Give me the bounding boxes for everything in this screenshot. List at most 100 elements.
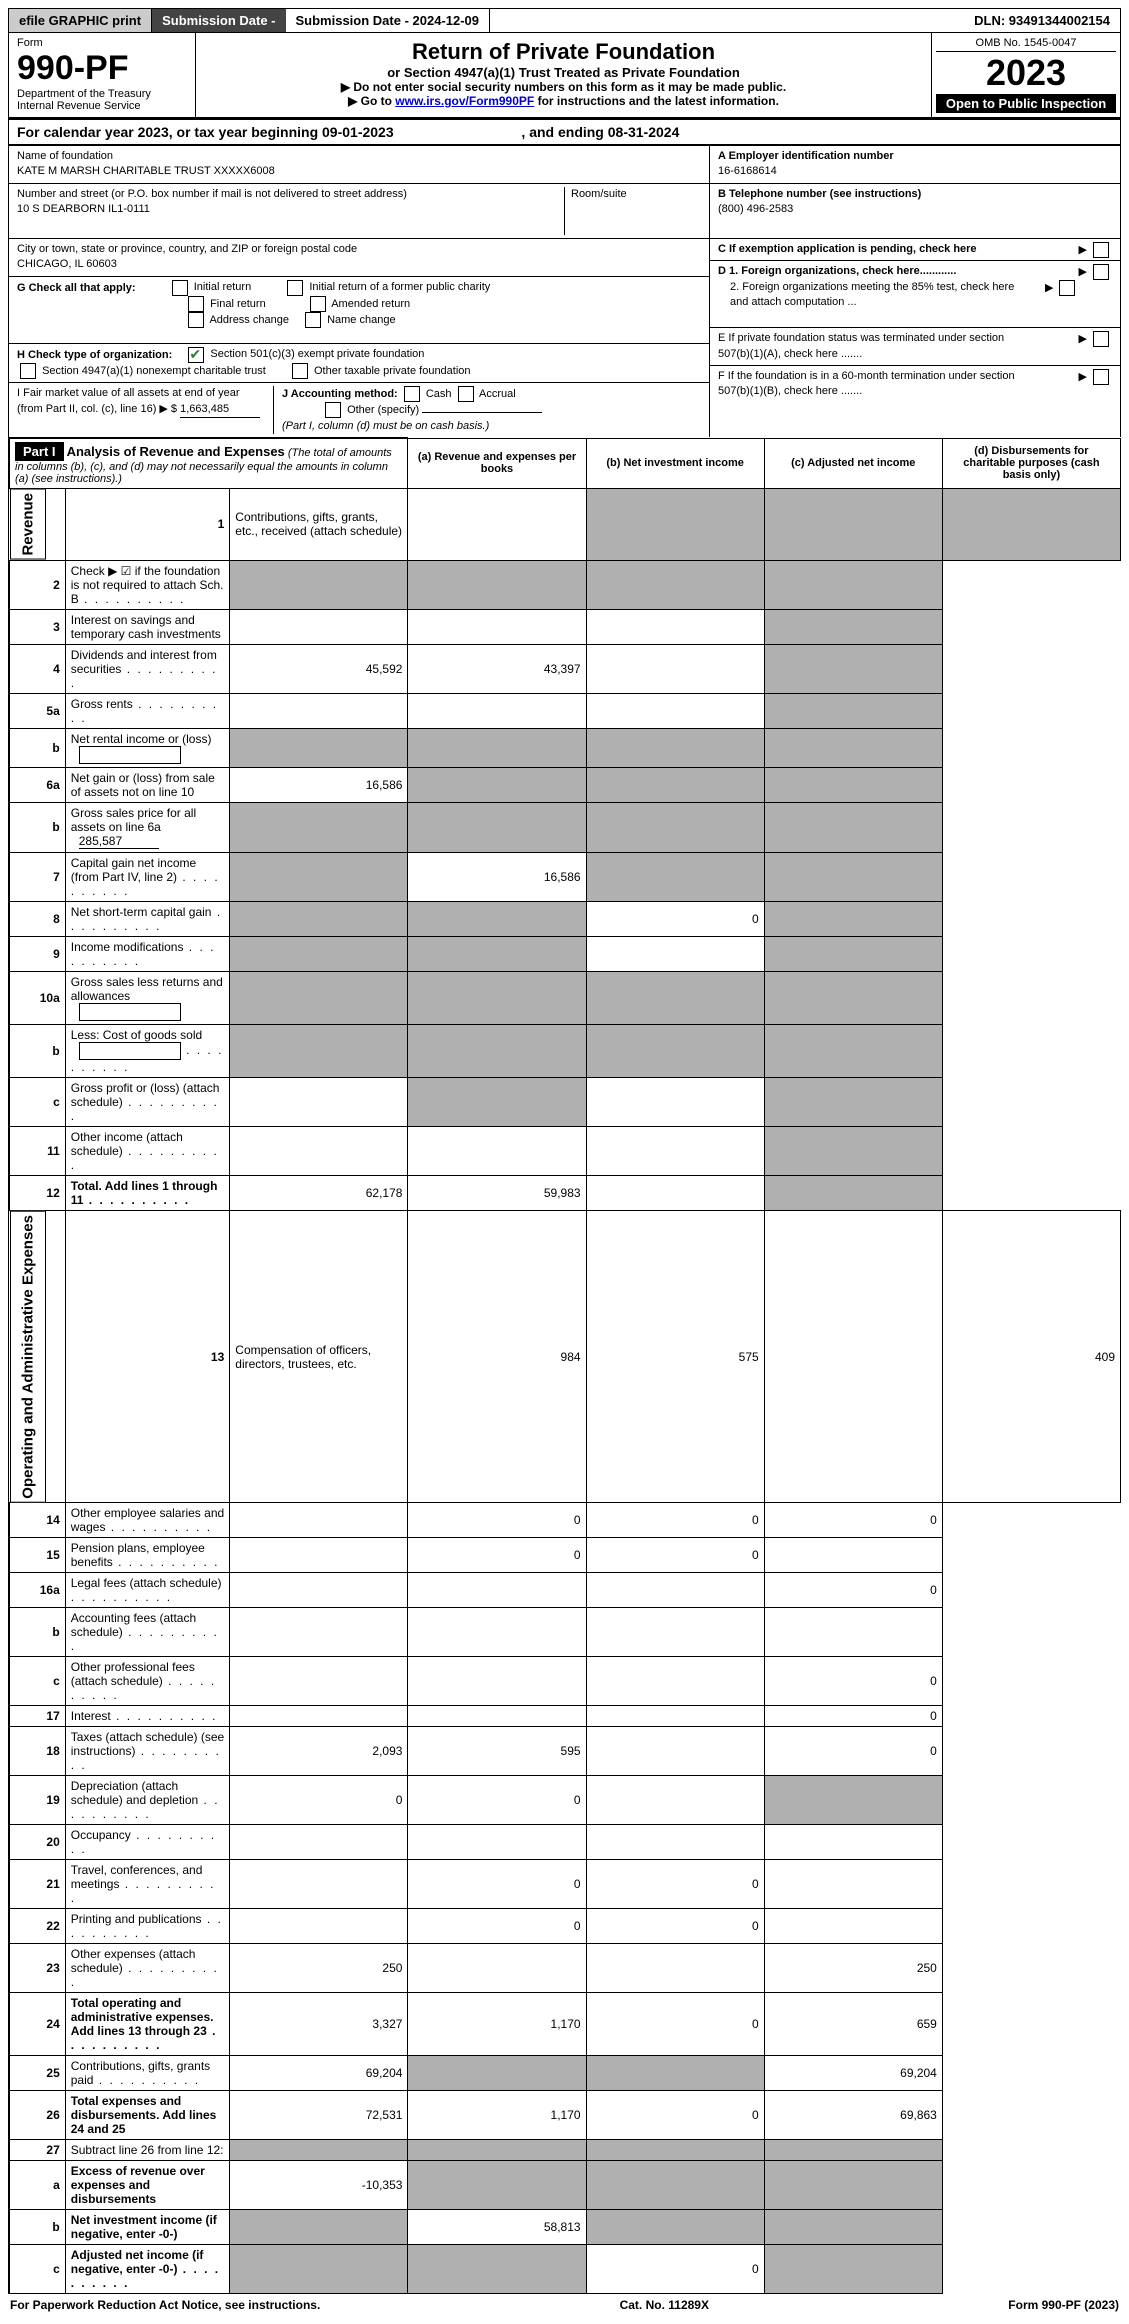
h-opt1: Section 501(c)(3) exempt private foundat… bbox=[210, 348, 424, 360]
cell-col-b bbox=[408, 2140, 586, 2161]
cell-col-a bbox=[408, 489, 586, 561]
instr2-pre: ▶ Go to bbox=[348, 94, 395, 108]
table-row: 10aGross sales less returns and allowanc… bbox=[10, 971, 1121, 1024]
accrual-checkbox[interactable] bbox=[458, 386, 474, 402]
entity-info-grid: Name of foundation KATE M MARSH CHARITAB… bbox=[8, 146, 1121, 437]
final-return-checkbox[interactable] bbox=[188, 296, 204, 312]
exemption-pending-checkbox[interactable] bbox=[1093, 242, 1109, 258]
leader-dots bbox=[71, 2024, 218, 2052]
instr-link[interactable]: www.irs.gov/Form990PF bbox=[395, 94, 534, 108]
col-a-header: (a) Revenue and expenses per books bbox=[408, 438, 586, 489]
foundation-name-cell: Name of foundation KATE M MARSH CHARITAB… bbox=[9, 146, 709, 184]
box-f-cell: F If the foundation is in a 60-month ter… bbox=[710, 366, 1120, 403]
status-terminated-checkbox[interactable] bbox=[1093, 331, 1109, 347]
cell-col-b bbox=[586, 489, 764, 561]
g-label: G Check all that apply: bbox=[17, 281, 136, 293]
initial-return-checkbox[interactable] bbox=[172, 280, 188, 296]
cell-col-b: 0 bbox=[408, 1909, 586, 1944]
other-taxable-checkbox[interactable] bbox=[292, 363, 308, 379]
address-change-checkbox[interactable] bbox=[188, 312, 204, 328]
cell-col-d bbox=[764, 560, 942, 609]
cell-col-d bbox=[764, 1860, 942, 1909]
cell-col-b: 0 bbox=[408, 1503, 586, 1538]
leader-dots bbox=[71, 1674, 216, 1702]
g-item-1: Initial return of a former public charit… bbox=[309, 281, 490, 293]
phone-cell: B Telephone number (see instructions) (8… bbox=[710, 184, 1120, 239]
inline-input-box[interactable] bbox=[79, 1003, 181, 1021]
cell-col-c bbox=[764, 489, 942, 561]
other-method-checkbox[interactable] bbox=[325, 402, 341, 418]
cell-col-a bbox=[230, 1024, 408, 1077]
cell-col-d: 250 bbox=[764, 1944, 942, 1993]
table-row: 9Income modifications bbox=[10, 936, 1121, 971]
cell-col-c bbox=[586, 1657, 764, 1706]
line-description: Gross sales price for all assets on line… bbox=[65, 802, 230, 852]
col-c-header: (c) Adjusted net income bbox=[764, 438, 942, 489]
line-description: Total. Add lines 1 through 11 bbox=[65, 1175, 230, 1210]
line-description: Other expenses (attach schedule) bbox=[65, 1944, 230, 1993]
60-month-checkbox[interactable] bbox=[1093, 369, 1109, 385]
amended-return-checkbox[interactable] bbox=[310, 296, 326, 312]
cell-col-b bbox=[408, 1944, 586, 1993]
cell-col-d: 0 bbox=[764, 1706, 942, 1727]
cash-checkbox[interactable] bbox=[404, 386, 420, 402]
line-description: Other professional fees (attach schedule… bbox=[65, 1657, 230, 1706]
year-block: OMB No. 1545-0047 2023 Open to Public In… bbox=[931, 33, 1120, 117]
leader-dots bbox=[71, 697, 218, 725]
cell-col-d bbox=[764, 1825, 942, 1860]
cell-col-c bbox=[586, 1573, 764, 1608]
cell-col-b: 0 bbox=[408, 1860, 586, 1909]
leader-dots bbox=[111, 1709, 218, 1723]
initial-return-public-checkbox[interactable] bbox=[287, 280, 303, 296]
efile-print-button[interactable]: efile GRAPHIC print bbox=[9, 9, 152, 32]
line-number: 6a bbox=[10, 767, 66, 802]
line-description: Other income (attach schedule) bbox=[65, 1126, 230, 1175]
cell-col-c bbox=[586, 693, 764, 728]
leader-dots bbox=[71, 1877, 216, 1905]
line-number: a bbox=[10, 2161, 66, 2210]
other-specify-input[interactable] bbox=[422, 412, 542, 413]
inline-input-box[interactable] bbox=[79, 746, 181, 764]
cell-col-d bbox=[764, 1608, 942, 1657]
cell-col-a bbox=[230, 1126, 408, 1175]
line-description: Printing and publications bbox=[65, 1909, 230, 1944]
g-item-3: Amended return bbox=[331, 298, 410, 310]
cell-col-c bbox=[586, 1175, 764, 1210]
dln-label: DLN: 93491344002154 bbox=[964, 9, 1120, 32]
table-row: 19Depreciation (attach schedule) and dep… bbox=[10, 1776, 1121, 1825]
cell-col-b bbox=[408, 1077, 586, 1126]
cell-col-d bbox=[764, 1077, 942, 1126]
address-cell: Number and street (or P.O. box number if… bbox=[9, 184, 709, 239]
table-row: cAdjusted net income (if negative, enter… bbox=[10, 2245, 1121, 2294]
cell-col-a bbox=[230, 1608, 408, 1657]
cell-col-a bbox=[230, 2245, 408, 2294]
line-number: 20 bbox=[10, 1825, 66, 1860]
name-change-checkbox[interactable] bbox=[305, 312, 321, 328]
line-number: 10a bbox=[10, 971, 66, 1024]
foreign-85-checkbox[interactable] bbox=[1059, 280, 1075, 296]
leader-dots bbox=[71, 662, 218, 690]
line-number: 11 bbox=[10, 1126, 66, 1175]
submission-date-label: Submission Date - bbox=[152, 9, 285, 32]
line-number: c bbox=[10, 1657, 66, 1706]
leader-dots bbox=[71, 1912, 223, 1940]
foreign-org-checkbox[interactable] bbox=[1093, 264, 1109, 280]
line-number: b bbox=[10, 2210, 66, 2245]
cell-col-c: 0 bbox=[586, 1503, 764, 1538]
name-label: Name of foundation bbox=[17, 150, 113, 162]
cell-col-b bbox=[408, 802, 586, 852]
line-description: Pension plans, employee benefits bbox=[65, 1538, 230, 1573]
g-item-0: Initial return bbox=[194, 281, 251, 293]
foundation-name: KATE M MARSH CHARITABLE TRUST XXXXX6008 bbox=[17, 165, 275, 177]
table-row: 18Taxes (attach schedule) (see instructi… bbox=[10, 1727, 1121, 1776]
footer-center: Cat. No. 11289X bbox=[620, 2298, 709, 2312]
leader-dots bbox=[71, 1828, 216, 1856]
line-number: b bbox=[10, 728, 66, 767]
cell-col-b bbox=[408, 971, 586, 1024]
line-description: Capital gain net income (from Part IV, l… bbox=[65, 852, 230, 901]
501c3-checkbox[interactable] bbox=[188, 347, 204, 363]
box-c-label: C If exemption application is pending, c… bbox=[718, 243, 977, 255]
4947a1-checkbox[interactable] bbox=[20, 363, 36, 379]
leader-dots bbox=[71, 1625, 219, 1653]
inline-input-box[interactable] bbox=[79, 1042, 181, 1060]
